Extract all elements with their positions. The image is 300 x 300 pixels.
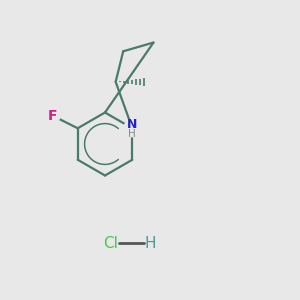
Text: N: N [127,118,137,131]
Circle shape [124,120,141,137]
Text: Cl: Cl [103,236,118,250]
Text: H: H [128,129,136,139]
Circle shape [45,109,60,124]
Text: F: F [47,109,57,123]
Text: H: H [144,236,156,250]
